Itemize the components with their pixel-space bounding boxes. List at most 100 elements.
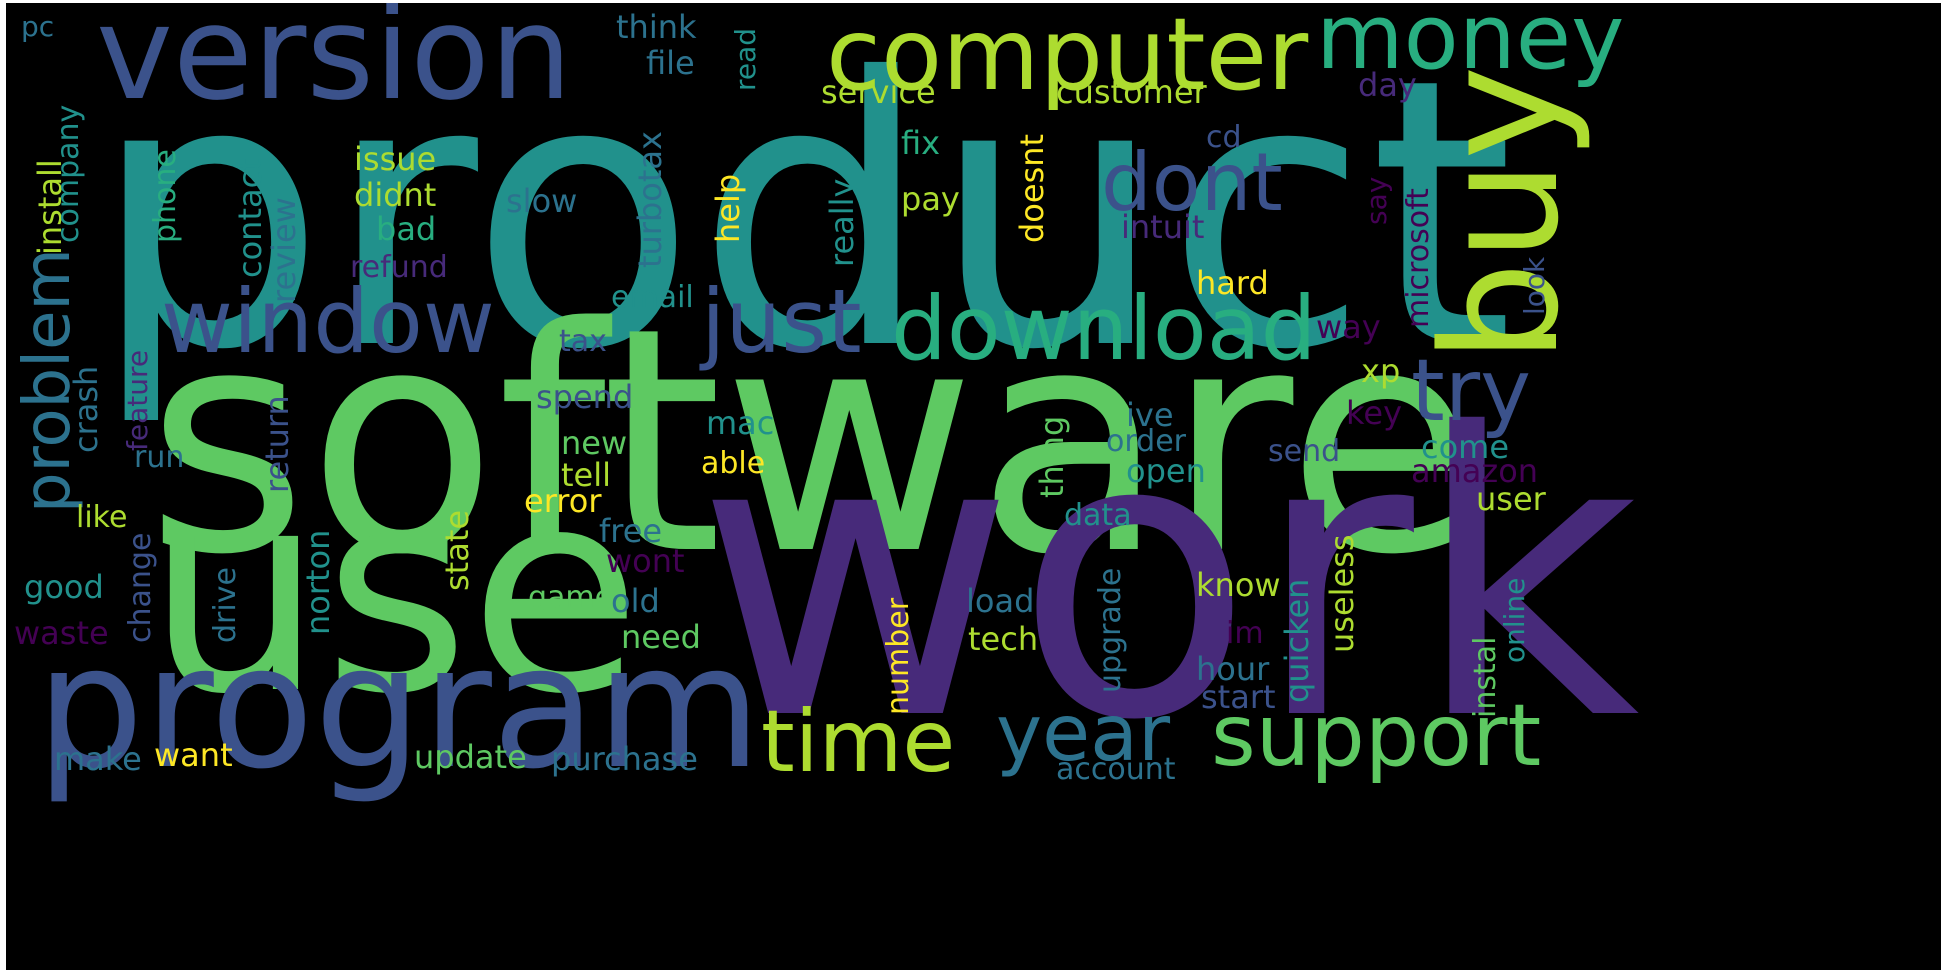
word-change: change: [123, 532, 158, 643]
word-need: need: [621, 618, 701, 656]
word-old: old: [611, 582, 660, 620]
word-hour: hour: [1196, 650, 1270, 688]
word-feature: feature: [121, 349, 154, 451]
word-send: send: [1268, 434, 1341, 469]
word-user: user: [1476, 480, 1546, 518]
word-upgrade: upgrade: [1093, 567, 1128, 693]
word-norton: norton: [299, 529, 337, 635]
word-free: free: [599, 512, 663, 550]
word-really: really: [823, 178, 861, 267]
word-like: like: [76, 500, 128, 535]
word-come: come: [1421, 428, 1510, 466]
word-im: im: [1226, 616, 1264, 651]
word-run: run: [134, 440, 185, 475]
word-support: support: [1211, 686, 1542, 786]
word-purchase: purchase: [551, 740, 698, 778]
word-work: work: [696, 351, 1640, 805]
word-contact: contact: [231, 158, 269, 278]
word-new: new: [561, 424, 628, 462]
word-want: want: [154, 736, 233, 774]
word-computer: computer: [826, 3, 1309, 113]
word-know: know: [1196, 566, 1281, 604]
word-make: make: [54, 740, 142, 778]
word-file: file: [646, 44, 695, 82]
word-intuit: intuit: [1121, 208, 1205, 246]
word-error: error: [524, 482, 602, 520]
word-number: number: [881, 597, 916, 715]
word-buy: buy: [1407, 65, 1594, 363]
word-customer: customer: [1056, 73, 1207, 111]
word-wont: wont: [606, 542, 685, 580]
word-look: look: [1518, 256, 1551, 315]
word-version: version: [96, 3, 573, 129]
word-window: window: [161, 270, 495, 373]
word-spend: spend: [536, 378, 634, 416]
word-program: program: [36, 609, 762, 807]
word-cloud: product software work use program versio…: [6, 3, 1941, 970]
word-pc: pc: [21, 10, 55, 43]
word-waste: waste: [14, 614, 109, 652]
word-mac: mac: [706, 404, 775, 442]
word-drive: drive: [208, 567, 243, 643]
word-way: way: [1316, 308, 1381, 346]
word-key: key: [1346, 394, 1403, 432]
word-help: help: [709, 173, 747, 243]
word-didnt: didnt: [354, 176, 437, 214]
word-pay: pay: [901, 180, 960, 218]
word-company: company: [51, 104, 86, 243]
word-service: service: [821, 73, 936, 111]
word-email: email: [611, 280, 694, 315]
word-software: software: [146, 262, 1478, 623]
word-money: money: [1316, 3, 1625, 90]
word-slow: slow: [506, 182, 578, 220]
word-refund: refund: [350, 250, 448, 285]
word-open: open: [1126, 452, 1206, 490]
word-use: use: [146, 430, 642, 756]
word-turbotax: turbotax: [631, 131, 669, 268]
word-game: game: [528, 580, 614, 615]
word-download: download: [891, 277, 1317, 380]
word-account: account: [1056, 752, 1176, 787]
word-read: read: [729, 27, 762, 91]
word-fix: fix: [901, 124, 941, 162]
word-try: try: [1411, 341, 1531, 441]
word-quicken: quicken: [1278, 578, 1316, 703]
word-update: update: [414, 738, 527, 776]
word-time: time: [761, 692, 956, 792]
word-think: think: [616, 8, 697, 46]
word-tell: tell: [561, 456, 612, 494]
word-microsoft: microsoft: [1401, 188, 1436, 328]
word-online: online: [1498, 577, 1531, 663]
word-order: order: [1106, 424, 1186, 459]
word-good: good: [24, 568, 104, 606]
word-ive: ive: [1126, 396, 1174, 434]
word-load: load: [966, 582, 1035, 620]
word-amazon: amazon: [1411, 452, 1539, 490]
word-review: review: [265, 197, 303, 303]
word-state: state: [438, 509, 476, 591]
word-hard: hard: [1196, 264, 1269, 302]
word-thing: thing: [1033, 415, 1071, 498]
word-useless: useless: [1323, 534, 1361, 653]
word-bad: bad: [376, 210, 437, 248]
word-cd: cd: [1206, 120, 1242, 155]
word-start: start: [1201, 678, 1276, 716]
word-day: day: [1358, 66, 1417, 104]
word-xp: xp: [1361, 352, 1401, 390]
word-able: able: [701, 446, 766, 481]
word-phone: phone: [148, 149, 183, 243]
word-instal: instal: [1468, 636, 1503, 718]
word-say: say: [1360, 176, 1393, 225]
word-product: product: [91, 3, 1515, 431]
word-tech: tech: [968, 620, 1039, 658]
word-just: just: [701, 270, 862, 373]
word-issue: issue: [354, 140, 437, 178]
word-tax: tax: [559, 324, 607, 359]
word-return: return: [258, 395, 296, 493]
word-dont: dont: [1101, 136, 1283, 229]
word-data: data: [1064, 498, 1132, 533]
word-crash: crash: [67, 365, 105, 453]
word-doesnt: doesnt: [1013, 133, 1051, 243]
word-year: year: [996, 689, 1171, 779]
